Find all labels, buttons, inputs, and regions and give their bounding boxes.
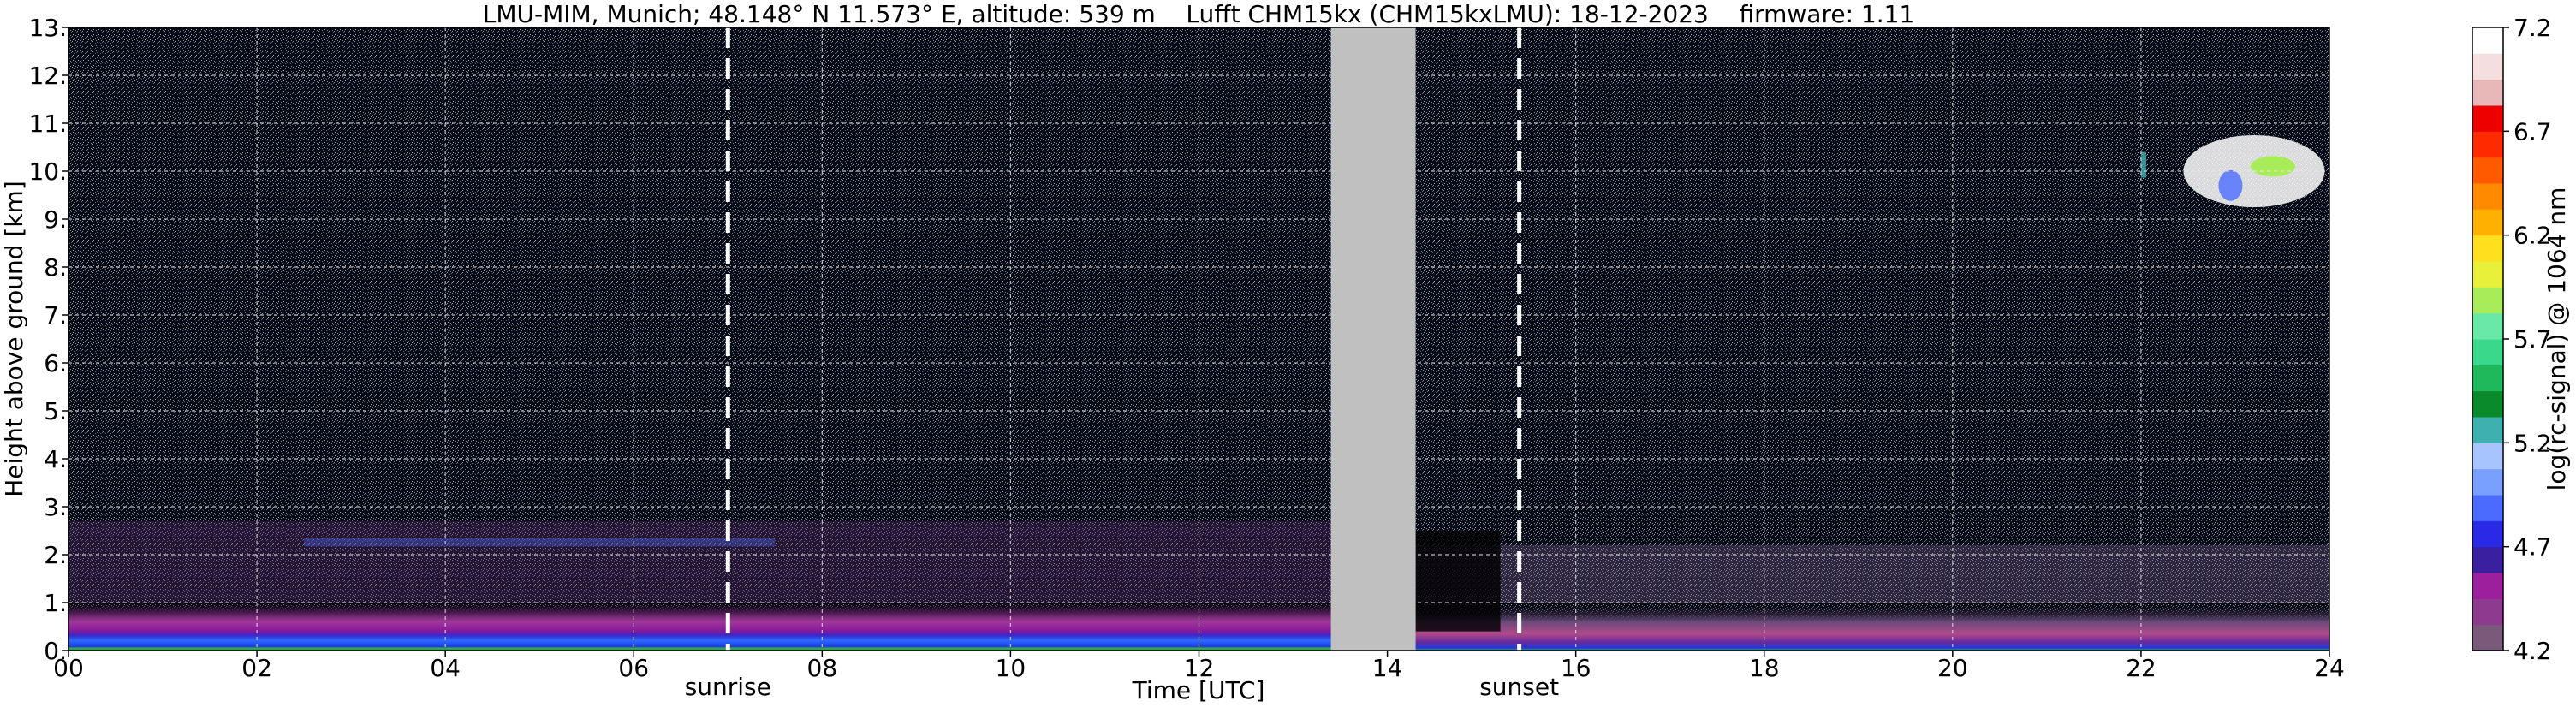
colorbar-segment xyxy=(2472,235,2503,262)
x-tick-label: 16 xyxy=(1561,654,1591,682)
colorbar-segment xyxy=(2472,443,2503,470)
colorbar-segment xyxy=(2472,573,2503,599)
colorbar-tick-label: 6.7 xyxy=(2514,117,2552,146)
sunrise-label: sunrise xyxy=(685,673,771,701)
x-tick-label: 10 xyxy=(996,654,1026,682)
heatmap-layers xyxy=(68,135,2329,651)
x-tick-label: 24 xyxy=(2314,654,2345,682)
colorbar-segment xyxy=(2472,131,2503,158)
colorbar-segment xyxy=(2472,468,2503,496)
residual-layer-right xyxy=(1415,544,2329,603)
boundary-layer-left xyxy=(68,600,1331,651)
cirrus-cloud-red xyxy=(2250,156,2295,177)
colorbar-segment xyxy=(2472,261,2503,288)
x-tick-label: 02 xyxy=(241,654,272,682)
sun-lines xyxy=(725,27,1522,651)
colorbar-segment xyxy=(2472,287,2503,314)
y-tick-label: 12. xyxy=(28,62,67,90)
residual-layer-left xyxy=(68,520,1331,603)
colorbar-segment xyxy=(2472,339,2503,365)
colorbar-segment xyxy=(2472,365,2503,392)
colorbar-segment xyxy=(2472,390,2503,418)
y-tick-label: 1. xyxy=(44,589,67,617)
annotation-labels: sunrise sunset xyxy=(685,673,1559,701)
colorbar-segment xyxy=(2472,105,2503,132)
y-tick-label: 4. xyxy=(44,445,67,473)
x-tick-label: 08 xyxy=(807,654,838,682)
y-tick-label: 6. xyxy=(44,349,67,377)
colorbar-segment xyxy=(2472,312,2503,340)
x-tick-label: 04 xyxy=(430,654,461,682)
colorbar-segment xyxy=(2472,624,2503,651)
y-tick-label: 13. xyxy=(28,14,67,42)
colorbar-segment xyxy=(2472,598,2503,626)
plot-area xyxy=(68,27,2329,651)
x-tick-label: 20 xyxy=(1937,654,1968,682)
colorbar-tick-label: 4.2 xyxy=(2514,637,2552,665)
colorbar-segment xyxy=(2472,417,2503,443)
y-axis-ticks: 0. 1. 2. 3. 4. 5. 6. 7. 8. 9. 10. 11. 12. 13. xyxy=(28,14,68,665)
colorbar-tick-label: 4.7 xyxy=(2514,533,2552,561)
sunset-label: sunset xyxy=(1479,673,1559,701)
y-tick-label: 0. xyxy=(44,637,67,665)
colorbar-segment xyxy=(2472,495,2503,521)
colorbar-tick-label: 6.2 xyxy=(2514,222,2552,250)
y-tick-label: 2. xyxy=(44,541,67,569)
colorbar-ticks: 4.2 4.7 5.2 5.7 6.2 6.7 7.2 xyxy=(2503,14,2552,665)
y-tick-label: 9. xyxy=(44,205,67,234)
colorbar xyxy=(2472,27,2504,651)
colorbar-tick-label: 5.7 xyxy=(2514,325,2552,354)
colorbar-label: log(rc-signal) @ 1064 nm xyxy=(2543,187,2571,491)
colorbar-segment xyxy=(2472,209,2503,236)
gridlines xyxy=(68,27,2329,651)
y-tick-label: 7. xyxy=(44,301,67,330)
y-tick-label: 3. xyxy=(44,493,67,521)
no-data-band xyxy=(1330,27,1416,651)
colorbar-segment xyxy=(2472,183,2503,210)
x-tick-label: 06 xyxy=(618,654,649,682)
colorbar-segment xyxy=(2472,520,2503,548)
y-tick-label: 10. xyxy=(28,157,67,186)
x-axis-label: Time [UTC] xyxy=(1132,676,1265,704)
colorbar-segment xyxy=(2472,157,2503,184)
post-gap-dark xyxy=(1415,531,1501,632)
colorbar-segment xyxy=(2472,546,2503,573)
x-axis-ticks: 00 02 04 06 08 10 12 14 16 18 20 22 24 xyxy=(53,651,2345,682)
cirrus-cloud-streak xyxy=(2140,152,2146,178)
colorbar-tick-label: 5.2 xyxy=(2514,429,2552,457)
y-tick-label: 5. xyxy=(44,397,67,425)
x-tick-label: 14 xyxy=(1372,654,1403,682)
y-tick-label: 8. xyxy=(44,253,67,282)
cirrus-cloud-edge xyxy=(2218,169,2243,201)
colorbar-segment xyxy=(2472,27,2503,54)
x-tick-label: 22 xyxy=(2126,654,2157,682)
x-tick-label: 12 xyxy=(1184,654,1215,682)
boundary-layer-right xyxy=(1415,603,2329,651)
colorbar-segment xyxy=(2472,79,2503,106)
x-tick-label: 18 xyxy=(1749,654,1780,682)
y-tick-label: 11. xyxy=(28,110,67,138)
x-tick-label: 00 xyxy=(53,654,84,682)
chart-title: LMU-MIM, Munich; 48.148° N 11.573° E, al… xyxy=(483,0,1915,28)
y-axis-label: Height above ground [km] xyxy=(0,181,28,497)
colorbar-tick-label: 7.2 xyxy=(2514,14,2552,42)
aerosol-streak xyxy=(304,538,776,547)
colorbar-segment xyxy=(2472,53,2503,80)
